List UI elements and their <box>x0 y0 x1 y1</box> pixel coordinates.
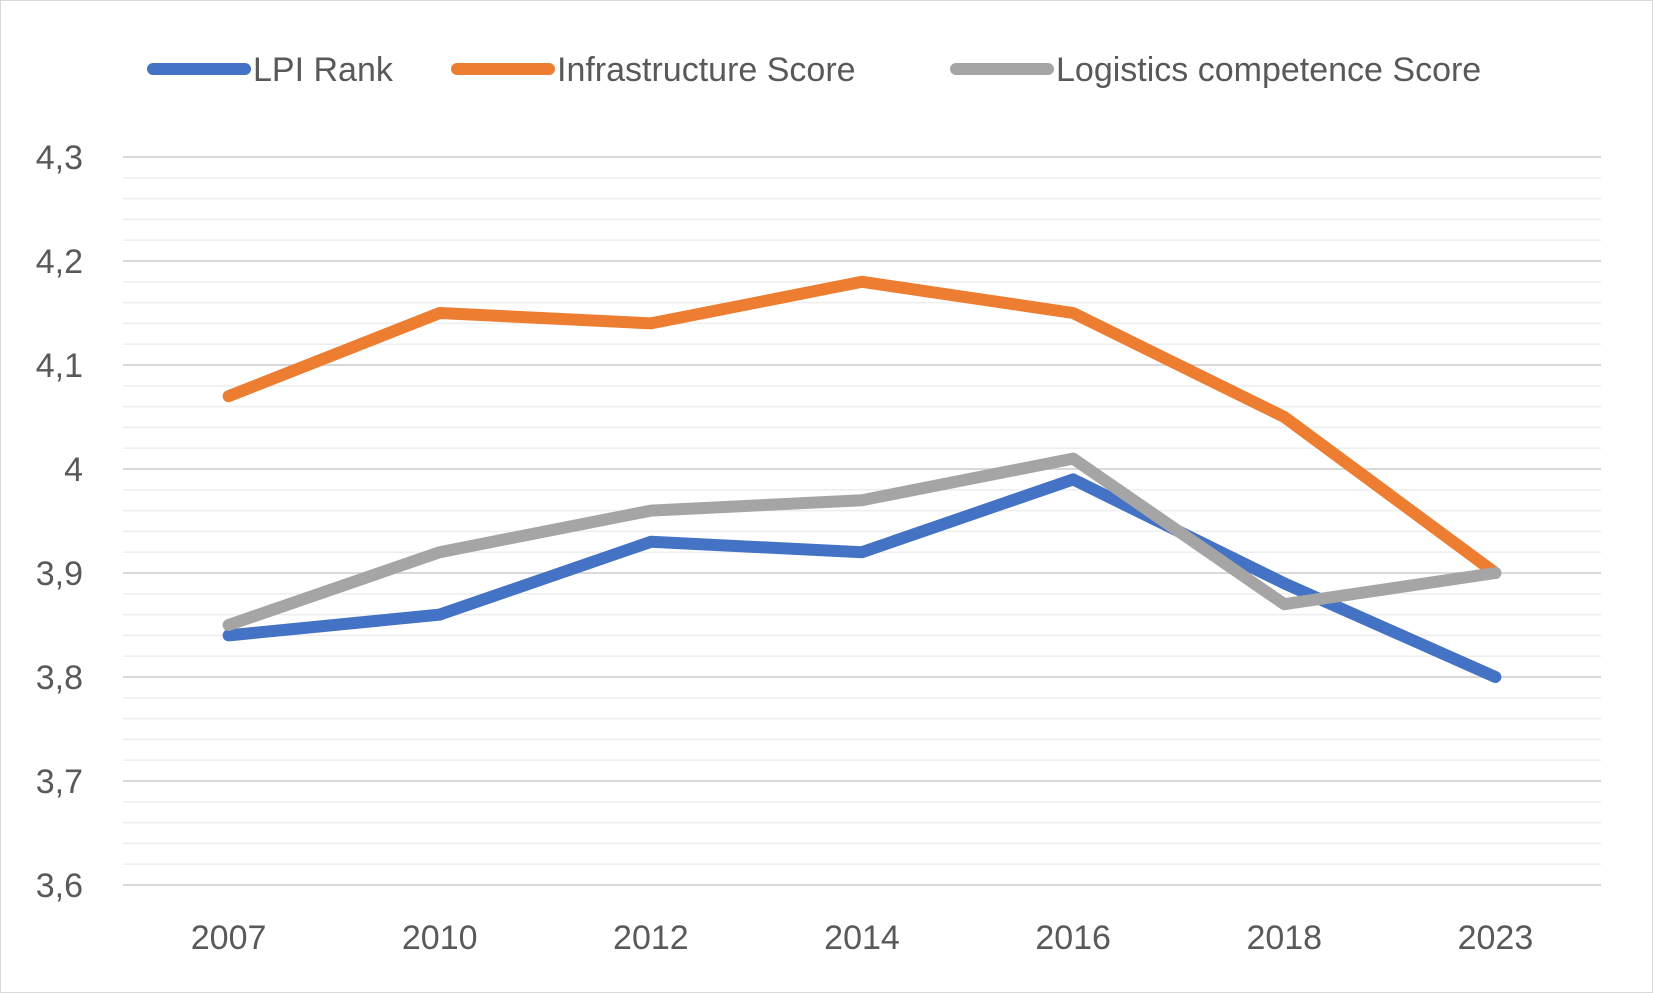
y-tick-label: 3,7 <box>36 763 83 801</box>
x-tick-label: 2018 <box>1246 919 1322 957</box>
y-tick-label: 4,2 <box>36 243 83 281</box>
y-tick-label: 3,9 <box>36 555 83 593</box>
series-lines <box>222 275 1502 683</box>
x-tick-label: 2014 <box>824 919 900 957</box>
gridlines <box>123 156 1601 886</box>
x-tick-label: 2010 <box>402 919 478 957</box>
series-line-3 <box>222 452 1502 631</box>
y-tick-label: 4,3 <box>36 139 83 177</box>
y-tick-label: 4 <box>64 451 83 489</box>
legend-label: Logistics competence Score <box>1056 51 1481 89</box>
x-tick-label: 2016 <box>1035 919 1111 957</box>
y-tick-label: 3,6 <box>36 867 83 905</box>
y-tick-label: 4,1 <box>36 347 83 385</box>
y-axis-ticks: 3,6 3,7 3,8 3,9 4 4,1 4,2 4,3 <box>36 139 83 905</box>
x-axis-ticks: 2007 2010 2012 2014 2016 2018 2023 <box>191 919 1533 957</box>
x-tick-label: 2007 <box>191 919 267 957</box>
x-tick-label: 2012 <box>613 919 689 957</box>
y-tick-label: 3,8 <box>36 659 83 697</box>
legend-label: Infrastructure Score <box>557 51 856 89</box>
legend-label: LPI Rank <box>253 51 394 89</box>
legend: LPI Rank Infrastructure Score Logistics co… <box>147 51 1481 89</box>
x-tick-label: 2023 <box>1458 919 1534 957</box>
series-line-1 <box>222 473 1502 683</box>
series-line-2 <box>222 275 1502 579</box>
